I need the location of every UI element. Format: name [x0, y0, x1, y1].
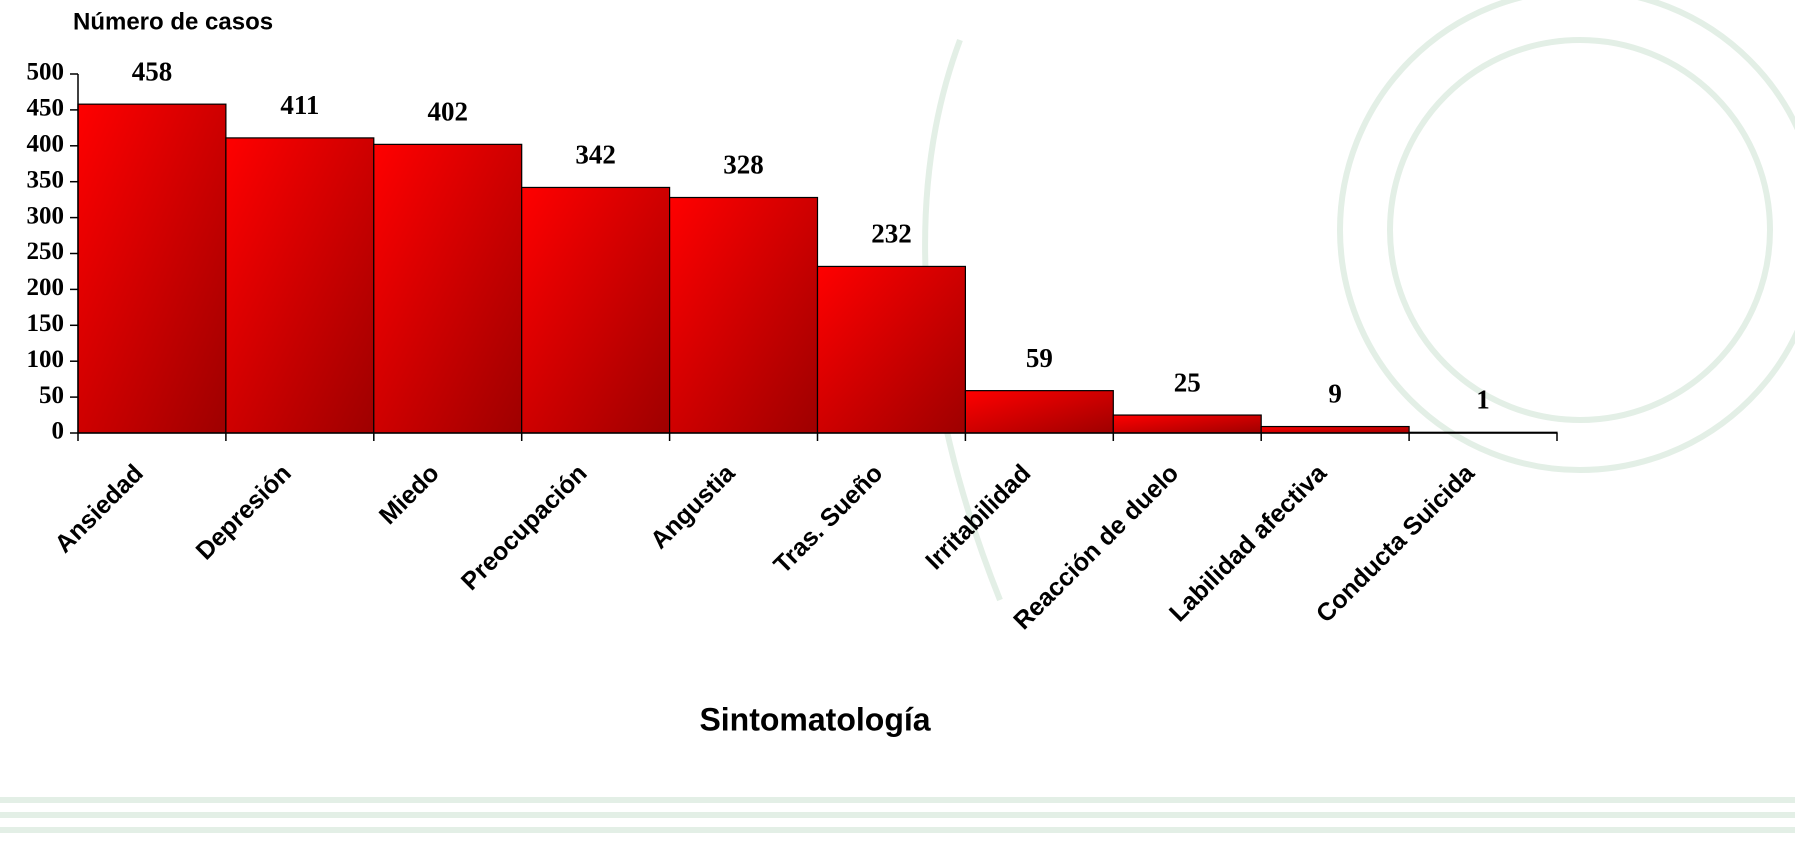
bar [226, 138, 374, 433]
value-label: 1 [1476, 384, 1490, 414]
x-tick-label: Ansiedad [49, 459, 148, 558]
value-label: 25 [1174, 367, 1201, 397]
y-tick-label: 150 [27, 310, 65, 337]
x-tick-label: Miedo [374, 459, 445, 530]
value-label: 59 [1026, 343, 1053, 373]
value-label: 458 [132, 56, 173, 86]
value-label: 402 [428, 97, 469, 127]
x-tick-label: Preocupación [456, 459, 593, 596]
bar [78, 104, 226, 433]
bar [1261, 427, 1409, 433]
bar [522, 187, 670, 433]
chart: Número de casos Sintomatología 050100150… [0, 0, 1795, 849]
bar [1113, 415, 1261, 433]
x-tick-label: Depresión [191, 459, 297, 565]
bar [374, 144, 522, 433]
bar [965, 391, 1113, 433]
x-tick-label: Labilidad afectiva [1164, 458, 1333, 627]
value-label: 9 [1328, 379, 1342, 409]
x-tick-label: Angustia [645, 458, 741, 554]
bar [670, 197, 818, 433]
y-tick-label: 300 [27, 202, 65, 229]
y-tick-label: 400 [27, 131, 65, 158]
y-tick-label: 100 [27, 346, 65, 373]
y-tick-label: 500 [27, 59, 65, 86]
x-tick-label: Reacción de duelo [1008, 459, 1184, 635]
y-tick-label: 50 [39, 382, 64, 409]
y-tick-label: 250 [27, 238, 65, 265]
x-axis-label: Sintomatología [699, 701, 930, 737]
y-tick-label: 0 [52, 418, 65, 445]
x-tick-label: Conducta Suicida [1311, 458, 1481, 628]
value-label: 232 [871, 219, 912, 249]
value-label: 411 [280, 90, 319, 120]
y-tick-label: 350 [27, 166, 65, 193]
y-tick-label: 200 [27, 274, 65, 301]
y-axis-label: Número de casos [73, 8, 273, 35]
value-label: 328 [723, 150, 764, 180]
x-tick-label: Tras. Sueño [768, 459, 888, 579]
x-tick-label: Irritabilidad [920, 459, 1036, 575]
y-tick-label: 450 [27, 95, 65, 122]
page: {"chart_data": {"type": "bar", "y_axis_l… [0, 0, 1795, 849]
value-label: 342 [575, 140, 616, 170]
bar [818, 266, 966, 433]
